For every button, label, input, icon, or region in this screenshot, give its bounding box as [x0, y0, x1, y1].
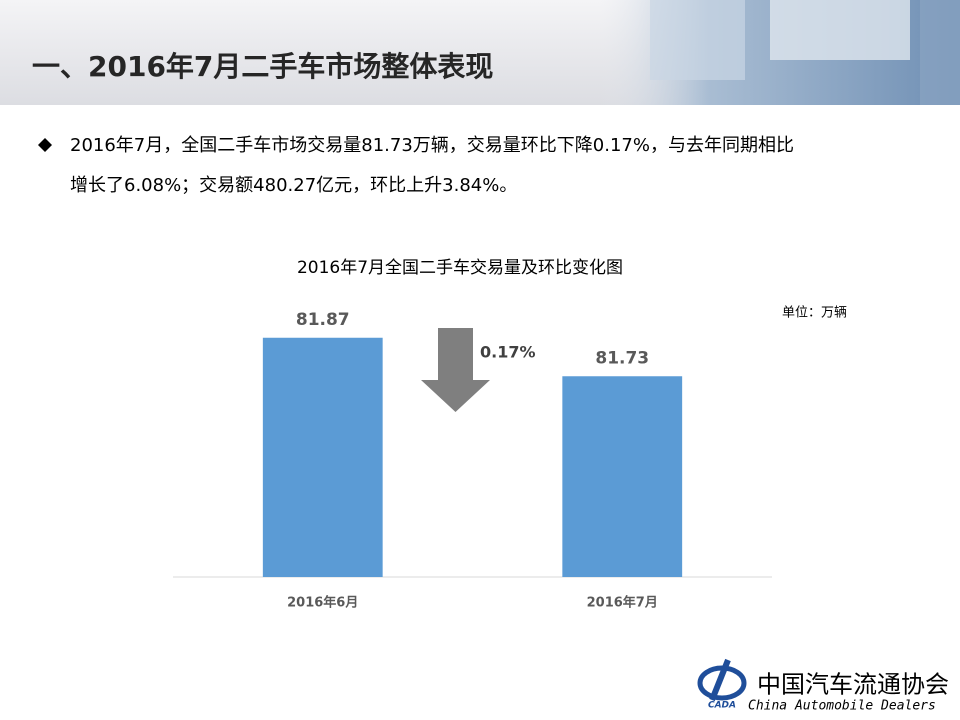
header-cube — [920, 0, 960, 105]
x-tick-label: 2016年7月 — [587, 595, 658, 611]
chart: 2016年6月 81.87 2016年7月 81.73 — [262, 310, 683, 611]
data-label: 81.73 — [595, 348, 649, 368]
data-label: 81.87 — [296, 310, 350, 330]
logo: CADA — [697, 658, 747, 711]
bar — [562, 376, 683, 577]
bullet-icon — [38, 138, 52, 152]
chart-title: 2016年7月全国二手车交易量及环比变化图 — [297, 258, 623, 278]
logo-text: CADA — [708, 701, 736, 711]
org-name: 中国汽车流通协会 — [757, 671, 949, 699]
annotation: 0.17% — [480, 343, 536, 362]
x-tick-label: 2016年6月 — [287, 595, 358, 611]
decrease-arrow — [421, 328, 490, 412]
bar — [262, 337, 383, 577]
bullet-text: 增长了6.08%；交易额480.27亿元，环比上升3.84%。 — [70, 175, 517, 196]
logo-stroke — [709, 658, 731, 702]
unit-label: 单位：万辆 — [782, 306, 847, 321]
header-cube — [770, 0, 910, 60]
org-name-en: China Automobile Dealers — [748, 699, 936, 714]
bullet-text: 2016年7月，全国二手车市场交易量81.73万辆，交易量环比下降0.17%，与… — [70, 135, 794, 156]
page-title: 一、2016年7月二手车市场整体表现 — [32, 50, 493, 83]
header-cube — [650, 0, 745, 80]
